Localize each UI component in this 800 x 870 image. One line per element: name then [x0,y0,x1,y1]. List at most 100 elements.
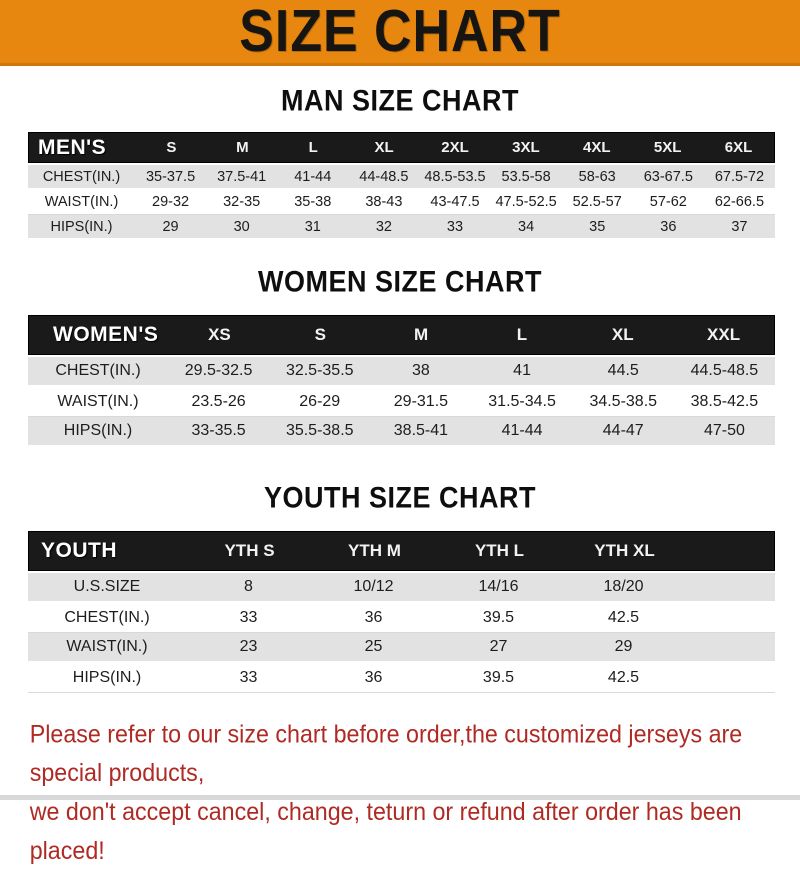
size-column-header: YTH M [348,541,401,560]
size-value: 57-62 [649,194,687,210]
table-row: CHEST(IN.) 33 36 39.5 42.5 [28,603,775,633]
size-value: 63-67.5 [643,168,693,185]
order-notice-line2: we don't accept cancel, change, teturn o… [29,797,742,865]
size-value: 18/20 [603,578,644,595]
size-value: 38.5-42.5 [690,392,759,410]
table-group-label: MEN'S [38,135,107,159]
size-value: 38-43 [365,194,403,210]
men-size-table: MEN'S S M L XL 2XL 3XL 4XL 5XL 6XL CHEST(IN.) 35-37… [28,132,775,240]
size-value: 29-31.5 [393,392,449,410]
measurement-label: HIPS(IN.) [63,422,133,439]
size-column-header: 6XL [724,139,753,156]
size-column-header: M [413,325,429,344]
table-row: CHEST(IN.) 29.5-32.5 32.5-35.5 38 41 44.5 44.5… [28,357,775,387]
size-value: 29 [162,218,179,235]
size-value: 27 [489,638,508,655]
size-value: 35.5-38.5 [285,422,354,439]
measurement-label: CHEST(IN.) [55,362,141,379]
size-value: 36 [364,668,383,686]
table-row: CHEST(IN.) 35-37.5 37.5-41 41-44 44-48.5 48.5… [28,165,775,190]
size-value: 32-35 [223,194,261,210]
size-value: 41 [513,362,531,379]
size-column-header: XL [374,139,394,156]
order-notice-line1: Please refer to our size chart before or… [29,720,743,787]
section-heading-youth: YOUTH SIZE CHART [263,481,536,515]
size-value: 42.5 [607,668,640,686]
size-column-header: L [308,139,318,156]
measurement-label: HIPS(IN.) [50,218,113,235]
size-value: 44.5-48.5 [690,362,759,379]
size-value: 35 [589,218,606,235]
size-value: 38 [412,362,430,379]
table-row: HIPS(IN.) 33 36 39.5 42.5 [28,663,775,693]
table-row: HIPS(IN.) 33-35.5 35.5-38.5 38.5-41 41-44 44-… [28,417,775,447]
table-header-row: YOUTH YTH S YTH M YTH L YTH XL [28,531,775,571]
size-value: 29.5-32.5 [184,362,253,379]
size-value: 33-35.5 [191,422,246,439]
section-heading-women: WOMEN SIZE CHART [258,265,542,299]
size-column-header: 4XL [583,139,611,156]
size-column-header: S [314,325,326,344]
size-value: 35-37.5 [145,168,196,185]
size-column-header: 3XL [512,139,540,156]
size-value: 10/12 [353,578,394,595]
size-value: 62-66.5 [714,194,765,210]
size-value: 29 [614,638,633,655]
size-value: 44-47 [602,422,644,439]
size-value: 44-48.5 [359,168,409,185]
table-row: U.S.SIZE 8 10/12 14/16 18/20 [28,573,775,603]
measurement-label: WAIST(IN.) [57,392,139,410]
size-value: 41-44 [501,422,543,439]
size-column-header: YTH L [474,541,525,560]
table-row: HIPS(IN.) 29 30 31 32 33 34 35 36 37 [28,215,775,240]
size-value: 32 [375,218,392,235]
bottom-divider [0,795,800,800]
table-header-row: WOMEN'S XS S M L XL XXL [28,315,775,355]
size-column-header: M [236,139,249,156]
measurement-label: WAIST(IN.) [66,638,148,655]
banner-title: SIZE CHART [239,0,561,65]
size-column-header: S [166,139,177,156]
size-value: 41-44 [294,168,332,185]
size-value: 36 [660,218,677,235]
size-value: 33 [239,668,258,686]
size-value: 39.5 [482,608,515,626]
size-value: 31 [304,218,321,235]
women-size-table: WOMEN'S XS S M L XL XXL CHEST(IN.) 29.5-32.5 32.5… [28,315,775,447]
table-row: WAIST(IN.) 23.5-26 26-29 29-31.5 31.5-34.5 34… [28,387,775,417]
measurement-label: WAIST(IN.) [44,194,119,210]
size-column-header: YTH XL [594,541,655,560]
youth-size-table: YOUTH YTH S YTH M YTH L YTH XL U.S.SIZE 8 10/12… [28,531,775,693]
size-value: 58-63 [578,168,616,185]
size-column-header: YTH S [224,541,275,560]
size-value: 37.5-41 [217,168,267,185]
section-heading-man: MAN SIZE CHART [281,84,519,118]
size-column-header: 5XL [653,139,682,156]
size-value: 25 [364,638,383,655]
order-notice: Please refer to our size chart before or… [0,715,792,870]
table-group-label: WOMEN'S [53,323,159,346]
size-chart-banner: SIZE CHART [0,0,800,66]
size-value: 29-32 [152,194,190,210]
size-value: 14/16 [478,578,519,595]
size-value: 39.5 [482,668,515,686]
table-row: WAIST(IN.) 29-32 32-35 35-38 38-43 43-47.5 47.… [28,190,775,215]
size-value: 44.5 [607,362,639,379]
table-row: WAIST(IN.) 23 25 27 29 [28,633,775,663]
women-size-chart-section: WOMEN SIZE CHART WOMEN'S XS S M L XL XXL CHEST(… [0,265,800,447]
man-size-chart-section: MAN SIZE CHART MEN'S S M L XL 2XL 3XL 4XL 5XL 6XL… [0,84,800,240]
size-value: 34.5-38.5 [589,392,658,410]
size-value: 31.5-34.5 [488,392,556,410]
size-column-header: L [516,325,528,344]
measurement-label: CHEST(IN.) [64,608,150,626]
measurement-label: CHEST(IN.) [42,168,121,185]
size-value: 67.5-72 [714,168,765,185]
size-value: 33 [446,218,464,235]
measurement-label: HIPS(IN.) [72,668,142,686]
size-value: 48.5-53.5 [424,168,486,185]
size-value: 36 [364,608,383,626]
size-value: 47.5-52.5 [495,194,557,210]
size-value: 53.5-58 [501,168,551,185]
size-value: 23 [239,638,258,655]
size-value: 38.5-41 [393,422,449,439]
